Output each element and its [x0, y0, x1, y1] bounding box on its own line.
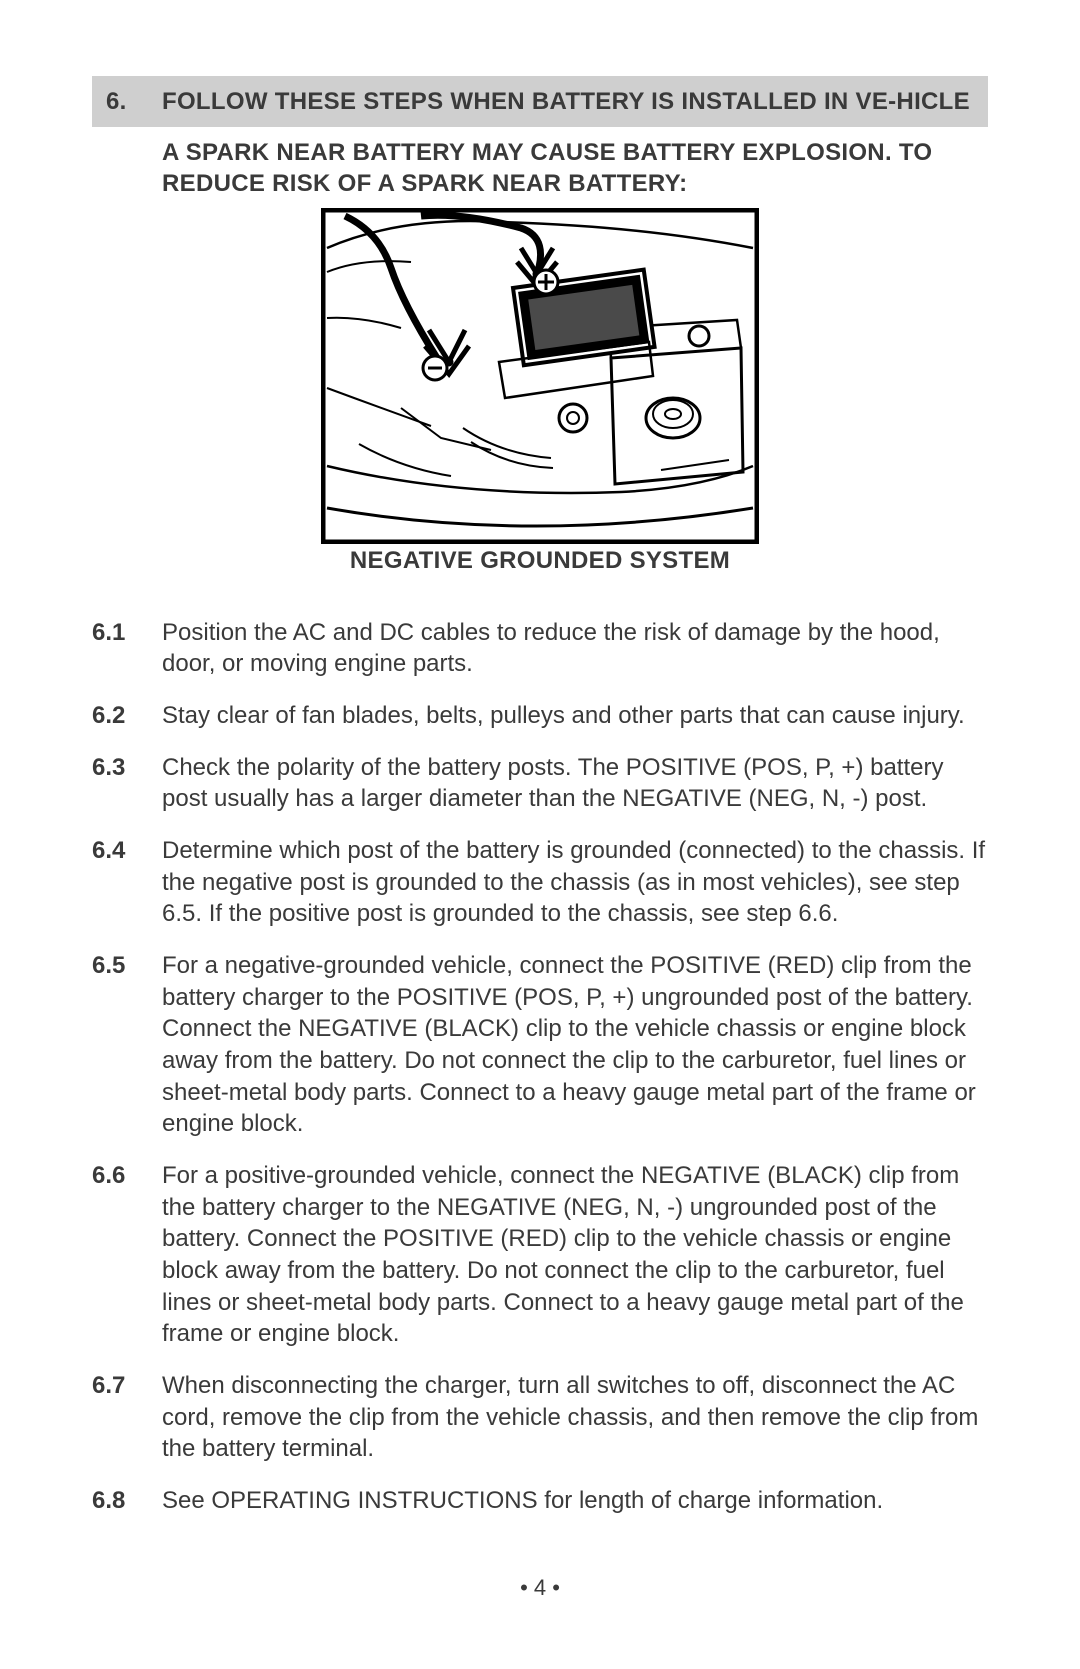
list-item: 6.5For a negative-grounded vehicle, conn…: [92, 950, 988, 1140]
step-text: When disconnecting the charger, turn all…: [162, 1370, 988, 1465]
warning-text: A SPARK NEAR BATTERY MAY CAUSE BATTERY E…: [92, 127, 988, 207]
step-text: Position the AC and DC cables to reduce …: [162, 617, 988, 680]
step-text: For a negative-grounded vehicle, connect…: [162, 950, 988, 1140]
page-number: • 4 •: [0, 1575, 1080, 1601]
step-text: For a positive-grounded vehicle, connect…: [162, 1160, 988, 1350]
list-item: 6.8See OPERATING INSTRUCTIONS for length…: [92, 1485, 988, 1517]
step-number: 6.2: [92, 700, 162, 732]
figure: NEGATIVE GROUNDED SYSTEM: [92, 208, 988, 575]
step-text: See OPERATING INSTRUCTIONS for length of…: [162, 1485, 988, 1517]
step-number: 6.4: [92, 835, 162, 930]
list-item: 6.7When disconnecting the charger, turn …: [92, 1370, 988, 1465]
step-number: 6.5: [92, 950, 162, 1140]
step-number: 6.6: [92, 1160, 162, 1350]
list-item: 6.3Check the polarity of the battery pos…: [92, 752, 988, 815]
step-number: 6.7: [92, 1370, 162, 1465]
step-text: Determine which post of the battery is g…: [162, 835, 988, 930]
step-number: 6.1: [92, 617, 162, 680]
engine-diagram: [321, 208, 759, 544]
section-number: 6.: [106, 86, 162, 117]
step-text: Check the polarity of the battery posts.…: [162, 752, 988, 815]
step-list: 6.1Position the AC and DC cables to redu…: [92, 617, 988, 1517]
list-item: 6.4Determine which post of the battery i…: [92, 835, 988, 930]
list-item: 6.2Stay clear of fan blades, belts, pull…: [92, 700, 988, 732]
list-item: 6.1Position the AC and DC cables to redu…: [92, 617, 988, 680]
step-number: 6.8: [92, 1485, 162, 1517]
manual-page: 6. FOLLOW THESE STEPS WHEN BATTERY IS IN…: [0, 0, 1080, 1517]
list-item: 6.6For a positive-grounded vehicle, conn…: [92, 1160, 988, 1350]
section-title: FOLLOW THESE STEPS WHEN BATTERY IS INSTA…: [162, 86, 974, 117]
section-header: 6. FOLLOW THESE STEPS WHEN BATTERY IS IN…: [92, 76, 988, 127]
step-number: 6.3: [92, 752, 162, 815]
figure-caption: NEGATIVE GROUNDED SYSTEM: [92, 547, 988, 575]
step-text: Stay clear of fan blades, belts, pulleys…: [162, 700, 988, 732]
